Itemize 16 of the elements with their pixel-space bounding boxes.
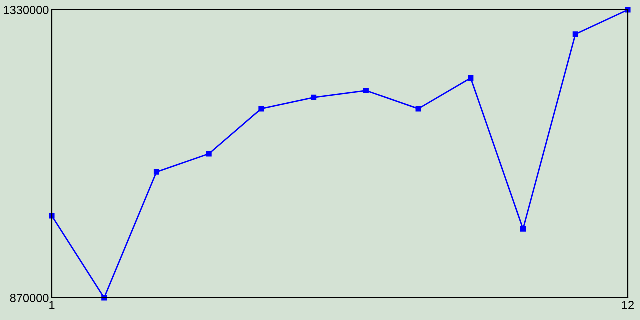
point [416, 106, 422, 112]
point [49, 213, 55, 219]
point [311, 94, 317, 100]
y-tick-label: 1330000 [4, 6, 49, 14]
x-tick-label: 1 [50, 301, 55, 310]
y-tick-label: 870000 [10, 294, 49, 302]
point [258, 106, 264, 112]
point [206, 151, 212, 157]
x-tick-label: 12 [622, 301, 634, 310]
point [625, 7, 631, 13]
point [363, 88, 369, 94]
point [468, 75, 474, 82]
point [154, 169, 160, 175]
point [572, 32, 578, 38]
point [102, 295, 108, 301]
point [520, 226, 526, 232]
